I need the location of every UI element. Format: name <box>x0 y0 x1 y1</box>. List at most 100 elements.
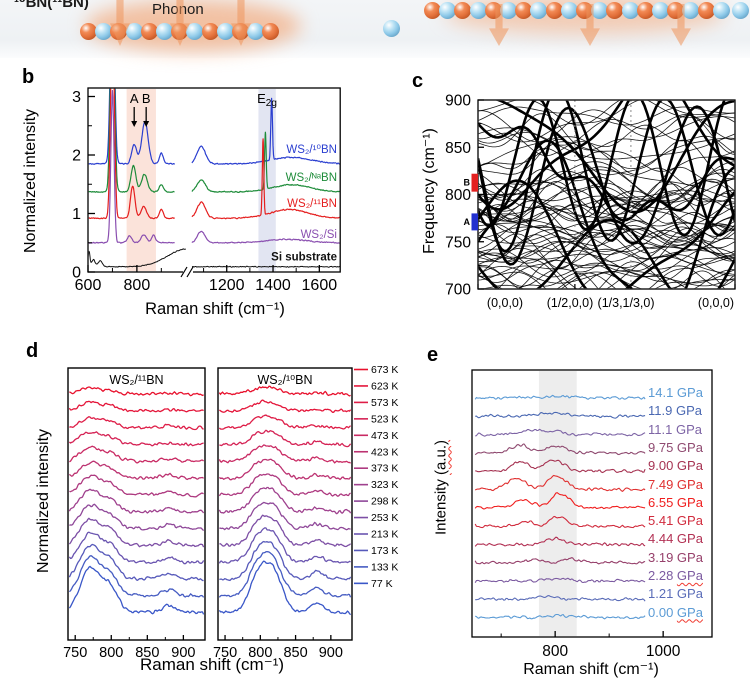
panel-letter-e: e <box>427 344 439 366</box>
pressure-unit: GPa <box>676 494 703 510</box>
temperature-curve <box>69 503 205 532</box>
series-label: WS₂/¹⁰BN <box>286 144 337 156</box>
spectrum-curve <box>191 138 340 220</box>
plot-box <box>87 87 341 273</box>
panel-e-chart: 800 1000 <box>471 369 713 660</box>
series-label: Si substrate <box>271 252 337 264</box>
tick-label: 1200 <box>209 277 245 294</box>
nitrogen-atom <box>247 23 265 40</box>
pressure-label: 11.9 GPa <box>648 403 702 418</box>
pressure-value: 2.28 <box>648 568 677 583</box>
legend-label: 253 K <box>371 512 398 524</box>
nitrogen-atom <box>439 2 457 19</box>
pressure-value: 11.1 <box>648 421 676 437</box>
nitrogen-atom <box>383 20 400 37</box>
panel-letter-c: c <box>412 70 424 92</box>
spectrum-curve <box>88 88 176 165</box>
phonon-band <box>478 216 735 248</box>
pressure-unit: GPa <box>676 604 703 620</box>
pressure-label: 9.00 GPa <box>648 458 703 473</box>
legend-label: 77 K <box>371 578 393 590</box>
tick-label: 700 <box>445 282 471 299</box>
temperature-curve <box>69 386 204 397</box>
tick-label: 1400 <box>255 277 291 294</box>
tick-label: 800 <box>445 187 471 204</box>
phonon-band <box>478 199 735 243</box>
pressure-curve <box>474 492 646 510</box>
pressure-value: 11.9 <box>648 403 676 419</box>
phonon-band <box>478 138 735 180</box>
panel-letter-b: b <box>22 66 35 88</box>
pressure-unit: GPa <box>676 458 703 474</box>
pressure-value: 6.55 <box>648 494 677 510</box>
temperature-curve <box>218 385 351 397</box>
spectrum-curve <box>191 131 340 194</box>
nitrogen-atom <box>125 23 143 40</box>
pressure-curve <box>474 474 646 492</box>
pressure-curve <box>475 411 646 419</box>
boron-atom <box>515 2 533 19</box>
pressure-value: 0.00 <box>648 604 677 620</box>
pressure-curve <box>474 577 646 584</box>
phonon-band <box>478 218 735 289</box>
temperature-curve <box>68 531 205 565</box>
pressure-curve <box>474 613 646 620</box>
boron-atom <box>697 2 715 19</box>
pressure-value: 4.44 <box>648 531 677 547</box>
phonon-band <box>478 198 735 238</box>
axis-break-mark <box>186 266 194 278</box>
boron-atom <box>545 2 563 19</box>
pressure-curve <box>474 557 646 565</box>
temperature-curve <box>69 474 204 498</box>
tick-label: 750 <box>63 645 87 661</box>
temperature-curve <box>68 400 204 413</box>
tick-label: 0 <box>72 265 81 282</box>
pressure-unit: GPa <box>675 421 702 437</box>
axis-break-mark <box>180 266 188 278</box>
tick-label: 1 <box>72 206 81 223</box>
temperature-curve <box>68 488 205 514</box>
legend-label: 298 K <box>371 496 398 508</box>
pressure-unit: GPa <box>676 439 703 455</box>
tick-label: 1600 <box>302 277 338 294</box>
phonon-band <box>482 272 735 289</box>
phonon-band <box>478 122 735 222</box>
spectrum-curve <box>88 88 175 193</box>
pressure-value: 14.1 <box>648 385 677 400</box>
pressure-label: 4.44 GPa <box>648 531 703 546</box>
nitrogen-atom <box>156 23 173 40</box>
legend-label: 673 K <box>371 364 398 376</box>
panel-c-chart: 700 750 800 850 900 (0,0,0) (1/2,0,0) (1/3,1/3,… <box>445 93 736 310</box>
pressure-label: 1.21 GPa <box>648 586 703 601</box>
nitrogen-atom <box>500 2 517 19</box>
legend-label: 323 K <box>371 479 398 491</box>
mode-marker-label: A <box>464 217 471 227</box>
plot-box <box>471 369 713 638</box>
boron-atom <box>140 23 158 40</box>
panel-d-chart: WS₂/¹¹BN 750 800 850 900 WS₂/¹⁰BN 750 800 850 900… <box>63 364 398 661</box>
tick-label: 850 <box>445 140 471 157</box>
phonon-band <box>478 220 735 240</box>
panel-b-chart: WS₂/¹⁰BN WS₂/ᴺᵃBN WS₂/¹¹BN WS₂/Si Si substra… <box>72 87 341 294</box>
phonon-band <box>478 270 735 289</box>
tick-label: 3 <box>72 89 81 106</box>
series-label: WS₂/¹¹BN <box>287 198 337 210</box>
pressure-label: 9.75 GPa <box>648 440 703 455</box>
pressure-unit: GPa <box>676 385 703 400</box>
nitrogen-atom <box>732 2 749 19</box>
spectrum-curve <box>88 88 175 220</box>
panel-e-xlabel: Raman shift (cm⁻¹) <box>523 661 659 678</box>
nitrogen-atom <box>469 2 487 19</box>
mode-marker <box>471 173 478 192</box>
peak-annotation: A <box>130 91 139 106</box>
tick-label: 800 <box>248 645 272 661</box>
spectrum-curve <box>191 230 340 244</box>
tick-label: 800 <box>124 277 151 294</box>
legend-label: 173 K <box>371 545 398 557</box>
tick-label: 850 <box>135 645 159 661</box>
temperature-curve <box>68 543 204 582</box>
nitrogen-atom <box>652 2 669 19</box>
temperature-curve <box>219 399 352 413</box>
pressure-value: 1.21 <box>648 586 677 602</box>
legend-label: 573 K <box>371 397 398 409</box>
